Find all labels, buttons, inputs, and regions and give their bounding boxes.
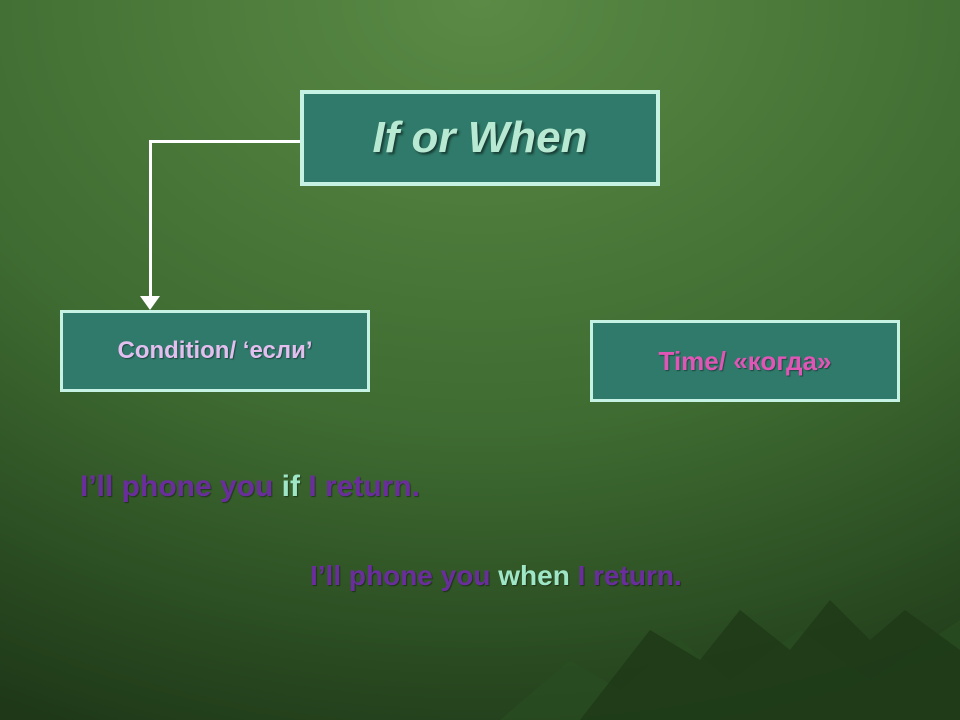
condition-box: Condition/ ‘если’ bbox=[60, 310, 370, 392]
slide: If or When Condition/ ‘если’ Time/ «когд… bbox=[0, 0, 960, 720]
example-sentence-when: I’ll phone you when I return. bbox=[310, 560, 682, 592]
example-sentence-if: I’ll phone you if I return. bbox=[80, 470, 420, 504]
time-label: Time/ «когда» bbox=[659, 346, 832, 377]
connector-horizontal bbox=[150, 140, 300, 143]
condition-label: Condition/ ‘если’ bbox=[117, 337, 312, 365]
title-box: If or When bbox=[300, 90, 660, 186]
title-text: If or When bbox=[372, 113, 587, 163]
connector-arrowhead bbox=[140, 296, 160, 310]
time-box: Time/ «когда» bbox=[590, 320, 900, 402]
connector-vertical bbox=[149, 140, 152, 296]
